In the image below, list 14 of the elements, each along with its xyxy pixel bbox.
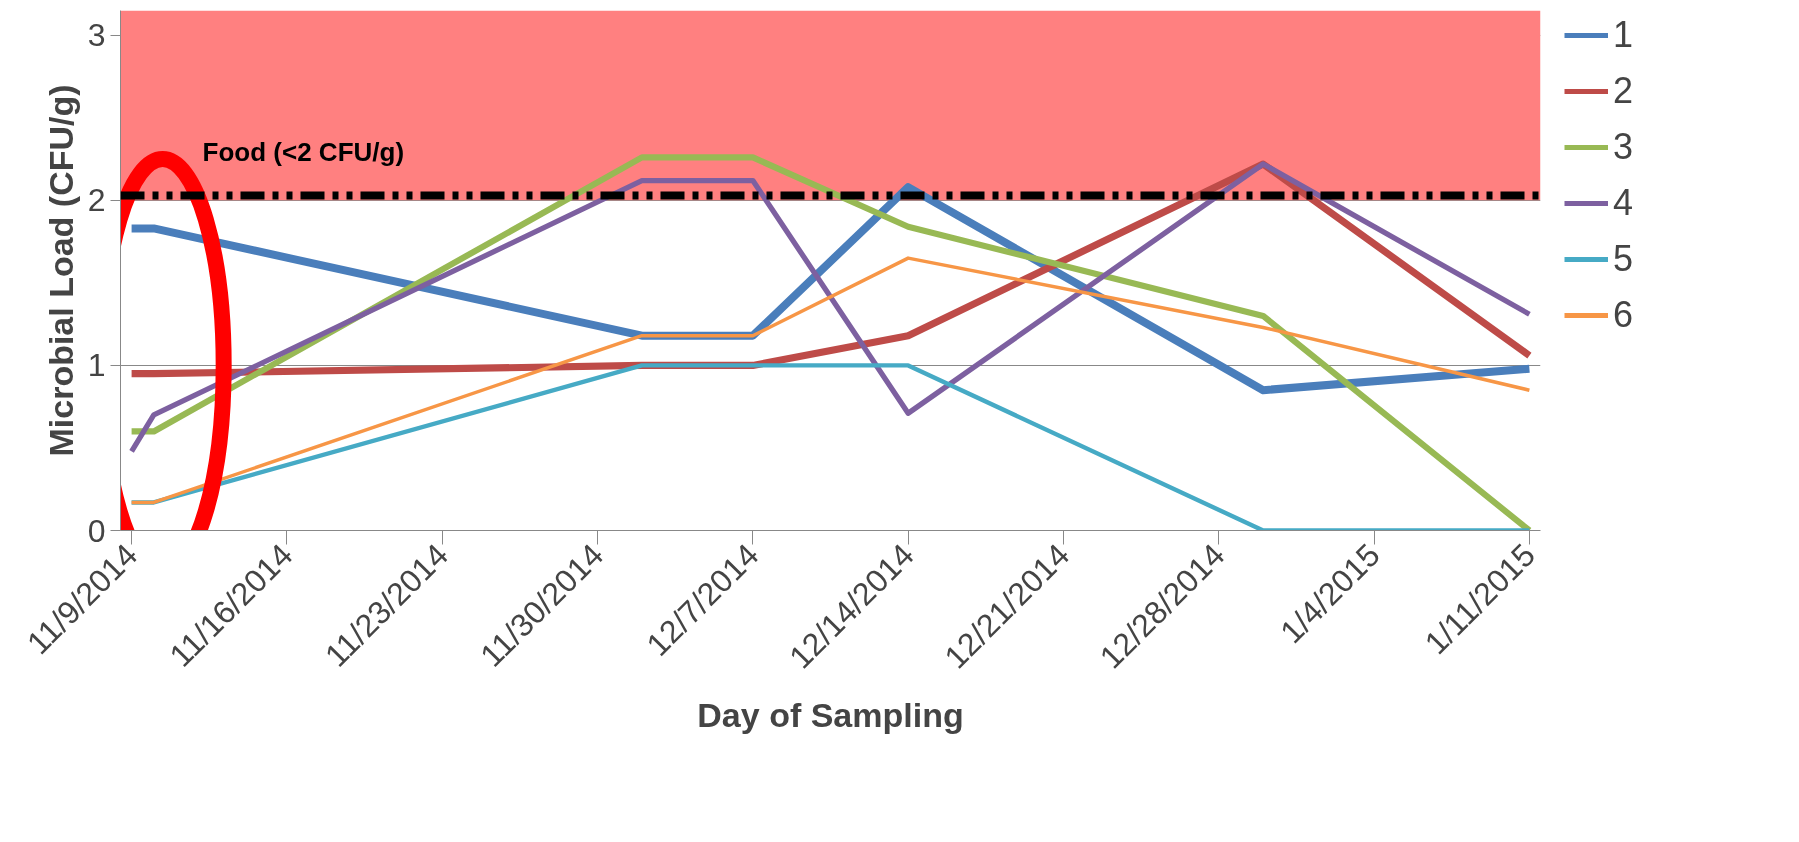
legend-label: 2 (1613, 70, 1634, 112)
x-axis-title: Day of Sampling (697, 696, 964, 735)
y-tick-label: 2 (87, 182, 106, 219)
line-series (129, 256, 1532, 505)
y-tick-label: 3 (87, 17, 106, 54)
ref-line-label: Food (<2 CFU/g) (202, 137, 405, 168)
legend-label: 6 (1613, 294, 1634, 336)
y-tick-label: 0 (87, 512, 106, 549)
legend-label: 5 (1613, 238, 1634, 280)
y-tick-label: 1 (87, 347, 106, 384)
y-axis-title: Microbial Load (CFU/g) (41, 84, 80, 457)
legend-label: 1 (1613, 14, 1634, 56)
legend-label: 3 (1613, 126, 1634, 168)
legend-label: 4 (1613, 182, 1634, 224)
